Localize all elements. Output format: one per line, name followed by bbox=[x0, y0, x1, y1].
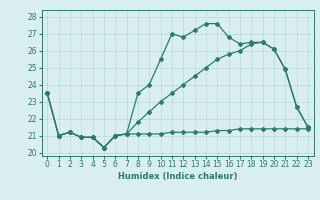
X-axis label: Humidex (Indice chaleur): Humidex (Indice chaleur) bbox=[118, 172, 237, 181]
